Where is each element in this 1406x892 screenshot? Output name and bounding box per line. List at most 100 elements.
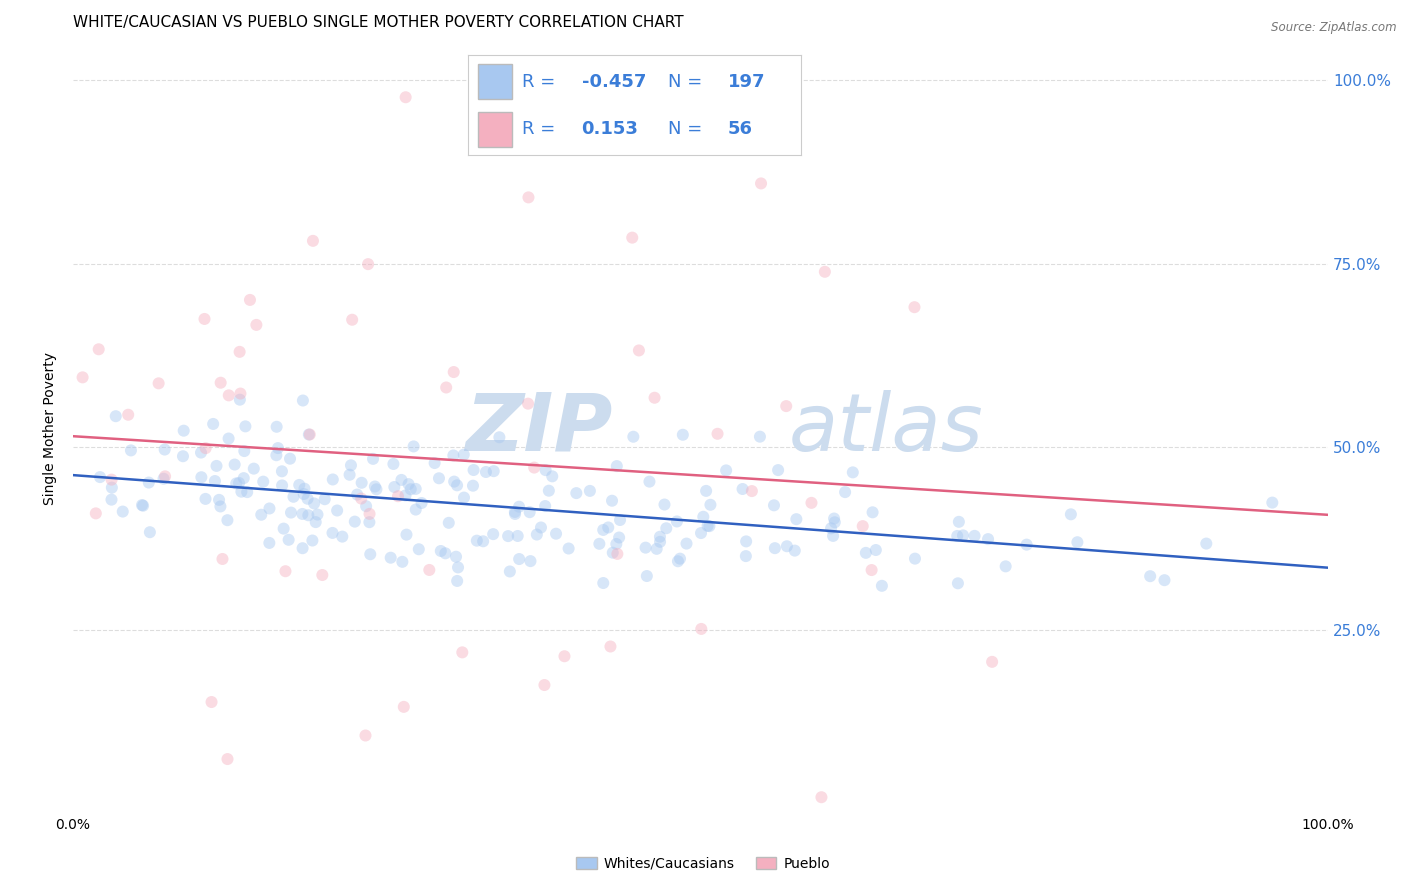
Point	[621, 230, 644, 244]
Point	[350, 491, 373, 506]
Point	[537, 483, 560, 498]
Point	[395, 90, 418, 104]
Point	[245, 318, 267, 332]
Point	[696, 519, 718, 533]
Point	[321, 525, 343, 540]
Point	[229, 392, 252, 407]
Point	[291, 541, 314, 556]
Point	[398, 477, 420, 491]
Point	[519, 554, 541, 568]
Point	[346, 487, 368, 501]
Point	[298, 427, 321, 442]
Point	[648, 534, 671, 549]
Point	[228, 344, 250, 359]
Point	[357, 257, 380, 271]
Point	[266, 448, 288, 462]
Point	[824, 516, 846, 530]
Point	[714, 463, 737, 477]
Point	[382, 480, 405, 494]
Point	[588, 537, 610, 551]
Point	[690, 526, 713, 541]
Point	[394, 488, 416, 502]
Point	[259, 536, 281, 550]
Point	[482, 527, 505, 541]
Point	[211, 552, 233, 566]
Point	[209, 376, 232, 390]
Point	[148, 376, 170, 391]
Point	[395, 527, 418, 541]
Point	[190, 470, 212, 484]
Point	[242, 461, 264, 475]
Point	[446, 478, 468, 492]
Point	[1139, 569, 1161, 583]
Legend: Whites/Caucasians, Pueblo: Whites/Caucasians, Pueblo	[571, 851, 835, 876]
Point	[741, 484, 763, 499]
Point	[488, 430, 510, 444]
Point	[405, 502, 427, 516]
Point	[695, 483, 717, 498]
Point	[218, 388, 240, 402]
Point	[172, 449, 194, 463]
Point	[1195, 536, 1218, 550]
Point	[302, 496, 325, 510]
Point	[675, 536, 697, 550]
Point	[592, 576, 614, 591]
Point	[496, 529, 519, 543]
Point	[392, 699, 415, 714]
Point	[627, 343, 650, 358]
Point	[533, 678, 555, 692]
Point	[138, 475, 160, 490]
Point	[607, 531, 630, 545]
Point	[418, 563, 440, 577]
Point	[280, 506, 302, 520]
Point	[530, 520, 553, 534]
Point	[291, 393, 314, 408]
Point	[100, 492, 122, 507]
Point	[202, 417, 225, 431]
Point	[380, 550, 402, 565]
Point	[776, 539, 799, 553]
Point	[217, 752, 239, 766]
Point	[648, 530, 671, 544]
Point	[579, 483, 602, 498]
Point	[602, 546, 624, 560]
Point	[288, 478, 311, 492]
Point	[862, 505, 884, 519]
Point	[606, 547, 628, 561]
Point	[609, 513, 631, 527]
Point	[252, 475, 274, 489]
Point	[173, 424, 195, 438]
Point	[101, 481, 124, 495]
Point	[302, 234, 325, 248]
Point	[297, 491, 319, 506]
Point	[354, 499, 377, 513]
Point	[350, 475, 373, 490]
Point	[508, 500, 530, 514]
Point	[326, 503, 349, 517]
Point	[200, 695, 222, 709]
Point	[952, 528, 974, 542]
Point	[666, 554, 689, 568]
Point	[218, 432, 240, 446]
Point	[437, 516, 460, 530]
Point	[453, 448, 475, 462]
Point	[236, 485, 259, 500]
Text: ZIP: ZIP	[465, 390, 613, 467]
Point	[672, 427, 695, 442]
Point	[463, 463, 485, 477]
Point	[690, 622, 713, 636]
Point	[314, 492, 336, 507]
Y-axis label: Single Mother Poverty: Single Mother Poverty	[44, 352, 58, 505]
Point	[706, 426, 728, 441]
Point	[441, 449, 464, 463]
Point	[748, 430, 770, 444]
Point	[600, 493, 623, 508]
Point	[204, 474, 226, 488]
Point	[453, 491, 475, 505]
Point	[361, 451, 384, 466]
Point	[636, 569, 658, 583]
Point	[606, 459, 628, 474]
Point	[472, 534, 495, 549]
Point	[430, 544, 453, 558]
Point	[298, 427, 321, 442]
